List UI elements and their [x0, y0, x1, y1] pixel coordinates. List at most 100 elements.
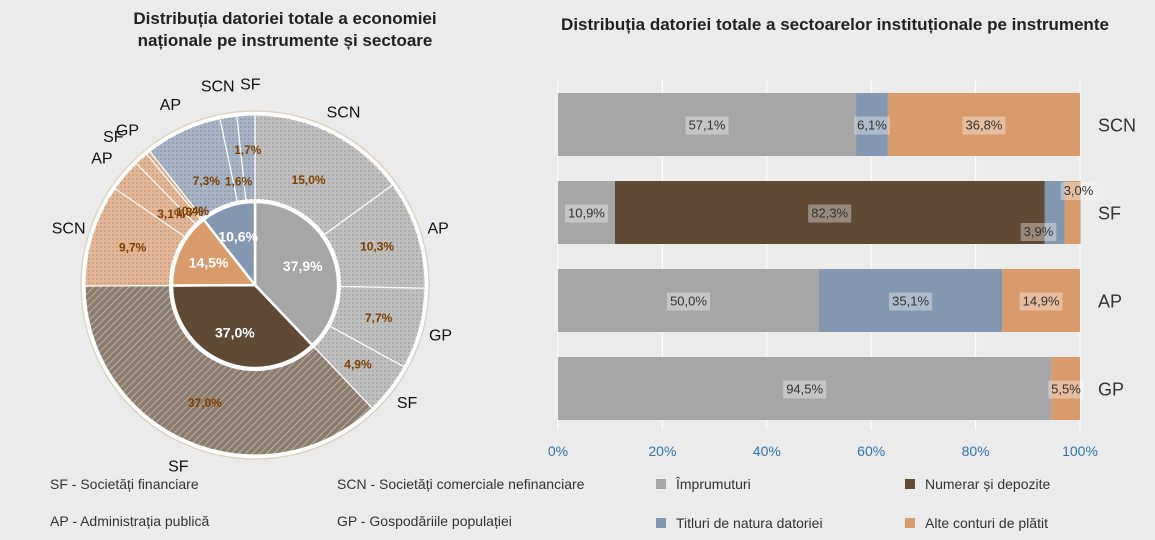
inner-slice-numerar-si-depozite: [170, 283, 314, 370]
sector-name-label-12: SF: [240, 76, 261, 93]
bar-label-box-scn-imprumuturi: [685, 116, 729, 135]
bar-scn-alte-conturi-de-platit: [887, 93, 1080, 156]
inner-slice-alte-conturi-de-platit: [170, 217, 258, 287]
category-label-ap: AP: [1098, 292, 1122, 312]
legend-titluri: Titluri de natura datoriei: [656, 515, 823, 531]
outer-slice-scn-alte-conturi-de-platit: [84, 187, 186, 287]
sector-name-label-11: SCN: [201, 78, 235, 95]
legend-alte: Alte conturi de plătit: [905, 515, 1048, 531]
inner-slice-imprumuturi: [253, 200, 340, 347]
bar-sf-alte-conturi-de-platit: [1064, 181, 1081, 244]
outer-slice-label-6: 9,7%: [119, 240, 147, 254]
x-tick-label-5: 100%: [1062, 443, 1098, 459]
x-tick-label-2: 40%: [753, 443, 781, 459]
sector-name-label-6: SCN: [52, 221, 86, 238]
bar-label-scn-imprumuturi: 57,1%: [689, 118, 726, 133]
bar-label-box-scn-alte-conturi-de-platit: [962, 116, 1006, 135]
sector-name-label-5: SF: [168, 458, 189, 475]
outer-slice-label-7: 3,1%: [157, 207, 185, 221]
sunburst-chart: 15,0% 10,3% 7,7% 4,9% 37,0% 9,7% 3,1%1,3%0,4% 7…: [52, 76, 452, 475]
bar-ap-imprumuturi: [558, 269, 819, 332]
category-label-gp: GP: [1098, 380, 1124, 400]
pie-chart-title: Distribuția datoriei totale a economiei …: [133, 9, 437, 50]
outer-slice-sf-titluri-de-natura-datoriei: [236, 114, 256, 201]
outer-slice-label-4: 4,9%: [344, 357, 372, 371]
bar-label-ap-alte-conturi-de-platit: 14,9%: [1023, 294, 1060, 309]
x-tick-label-1: 20%: [648, 443, 676, 459]
stacked-bar-chart: 0% 20% 40% 60% 80% 100% 57,1% 6,1% 36,8% SCN 10,9%…: [548, 80, 1136, 459]
legend-sector-ap: AP - Administrația publică: [50, 513, 210, 529]
bar-label-box-scn-titluri-de-natura-datoriei: [854, 116, 890, 135]
outer-slice-label-12: 1,7%: [234, 143, 262, 157]
sector-name-label-2: AP: [427, 220, 448, 237]
bar-label-scn-alte-conturi-de-platit: 36,8%: [966, 118, 1003, 133]
inner-slice-numerar-si-depozite-label: 37,0%: [215, 324, 255, 340]
bar-label-box-gp-imprumuturi: [783, 380, 827, 399]
bar-label-box-ap-titluri-de-natura-datoriei: [889, 292, 933, 311]
outer-slice-label-9: 0,4%: [182, 204, 210, 218]
bar-label-ap-imprumuturi: 50,0%: [670, 294, 707, 309]
bar-ap-alte-conturi-de-platit: [1002, 269, 1080, 332]
x-tick-label-0: 0%: [548, 443, 568, 459]
bar-label-gp-imprumuturi: 94,5%: [786, 382, 823, 397]
outer-slice-sf-numerar-si-depozite: [84, 284, 373, 456]
sector-name-label-10: AP: [160, 97, 181, 114]
bar-sf-numerar-si-depozite: [614, 181, 1045, 244]
outer-slice-label-1: 15,0%: [292, 173, 326, 187]
sector-name-label-4: SF: [397, 395, 418, 412]
legend-swatch-titluri: [656, 518, 666, 528]
sector-name-label-1: SCN: [327, 104, 361, 121]
legend-imprumuturi: Împrumuturi: [656, 476, 751, 492]
outer-slice-ap-titluri-de-natura-datoriei: [149, 117, 239, 219]
bar-label-box-sf-alte-conturi-de-platit: [1060, 182, 1097, 200]
bar-gp-alte-conturi-de-platit: [1051, 357, 1080, 420]
outer-slice-label-10: 7,3%: [193, 174, 221, 188]
bar-scn-titluri-de-natura-datoriei: [856, 93, 888, 156]
x-tick-label-4: 80%: [962, 443, 990, 459]
category-label-sf: SF: [1098, 204, 1121, 224]
sector-name-label-8: SF: [103, 129, 124, 146]
outer-slice-label-3: 7,7%: [365, 311, 393, 325]
bar-label-sf-imprumuturi: 10,9%: [568, 206, 605, 221]
outer-slice-label-5: 37,0%: [188, 396, 222, 410]
legend-sector-scn: SCN - Societăți comerciale nefinanciare: [337, 476, 585, 492]
bar-label-gp-alte-conturi-de-platit: 5,5%: [1051, 382, 1081, 397]
bar-label-box-sf-imprumuturi: [564, 204, 608, 223]
bar-scn-imprumuturi: [558, 93, 857, 156]
sector-name-label-9: GP: [116, 122, 139, 139]
outer-slice-label-2: 10,3%: [360, 240, 394, 254]
bar-label-box-ap-alte-conturi-de-platit: [1019, 292, 1063, 311]
sector-name-label-7: AP: [91, 150, 112, 167]
bar-ap-titluri-de-natura-datoriei: [819, 269, 1003, 332]
legend-sector-sf: SF - Societăți financiare: [50, 476, 199, 492]
outer-slice-label-8: 1,3%: [176, 205, 204, 219]
x-tick-label-3: 60%: [857, 443, 885, 459]
legend-swatch-imprumuturi: [656, 479, 666, 489]
outer-slice-gp-imprumuturi: [329, 286, 426, 368]
category-label-scn: SCN: [1098, 116, 1136, 136]
legend-swatch-alte: [905, 518, 915, 528]
bar-label-box-gp-alte-conturi-de-platit: [1048, 380, 1084, 399]
legend-swatch-numerar: [905, 479, 915, 489]
bar-gp-imprumuturi: [558, 357, 1052, 420]
inner-slice-titluri-de-natura-datoriei: [201, 200, 257, 289]
legend-sector-gp: GP - Gospodăriile populației: [337, 513, 512, 529]
bar-label-sf-alte-conturi-de-platit: 3,0%: [1064, 183, 1094, 198]
outer-slice-scn-imprumuturi: [254, 114, 394, 236]
inner-slice-imprumuturi-label: 37,9%: [283, 258, 323, 274]
bar-label-box-ap-imprumuturi: [667, 292, 710, 311]
inner-slice-titluri-de-natura-datoriei-label: 10,6%: [218, 228, 258, 244]
inner-slice-alte-conturi-de-platit-label: 14,5%: [189, 255, 229, 271]
outer-slice-label-11: 1,6%: [225, 174, 253, 188]
legend-numerar: Numerar și depozite: [905, 476, 1050, 492]
bar-sf-titluri-de-natura-datoriei: [1044, 181, 1065, 244]
bar-label-sf-numerar-si-depozite: 82,3%: [811, 206, 848, 221]
sector-name-label-3: GP: [429, 327, 452, 344]
bar-label-scn-titluri-de-natura-datoriei: 6,1%: [857, 118, 887, 133]
bar-chart-title: Distribuția datoriei totale a sectoarelo…: [561, 15, 1109, 34]
bar-label-box-sf-titluri-de-natura-datoriei: [1020, 223, 1057, 241]
bar-label-box-sf-numerar-si-depozite: [808, 204, 852, 223]
bar-label-ap-titluri-de-natura-datoriei: 35,1%: [892, 294, 929, 309]
bar-label-sf-titluri-de-natura-datoriei: 3,9%: [1024, 224, 1054, 239]
bar-sf-imprumuturi: [558, 181, 615, 244]
